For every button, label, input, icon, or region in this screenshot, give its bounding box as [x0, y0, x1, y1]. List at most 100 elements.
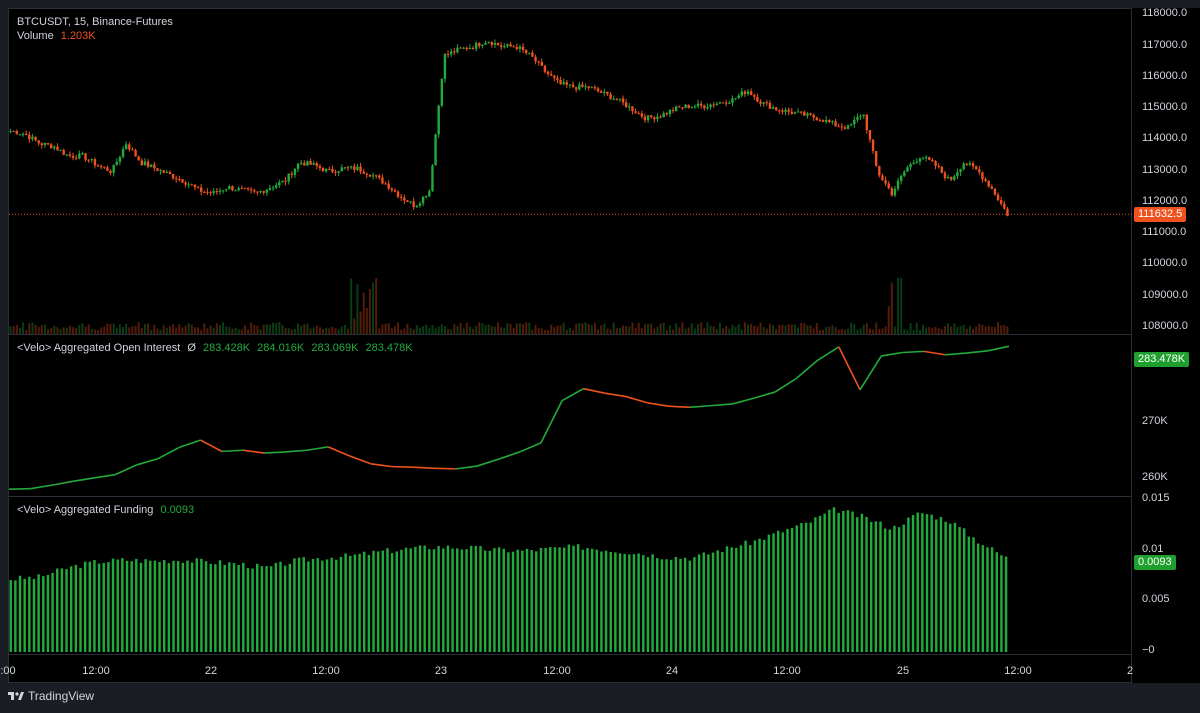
funding-bar [167, 563, 171, 652]
candle-body [428, 191, 431, 197]
funding-pane[interactable]: <Velo> Aggregated Funding 0.0093 [9, 497, 1133, 653]
candle-body [762, 102, 765, 104]
funding-bar [521, 550, 524, 652]
candle-body [346, 167, 350, 169]
oi-line-segment [774, 377, 797, 393]
candle-body [759, 101, 762, 104]
funding-chart[interactable] [9, 497, 1133, 653]
oi-value-2: 284.016K [257, 342, 305, 354]
candle-body [537, 61, 540, 63]
oi-line-segment [136, 457, 159, 466]
candle-body [221, 190, 225, 192]
chart-frame[interactable]: BTCUSDT, 15, Binance-Futures Volume 1.20… [8, 8, 1133, 683]
funding-bar [32, 578, 36, 652]
candle-body [934, 161, 937, 166]
volume-bar [806, 325, 809, 334]
funding-bar [586, 548, 589, 652]
volume-bar [618, 327, 621, 334]
funding-bar [97, 563, 101, 652]
price-chart[interactable] [9, 9, 1133, 334]
candle-body [571, 84, 575, 88]
funding-bar [511, 551, 515, 652]
volume-bar [231, 328, 234, 334]
oi-legend: <Velo> Aggregated Open Interest Ø 283.42… [17, 341, 413, 355]
candle-body [753, 95, 756, 97]
candle-body [687, 104, 690, 108]
candle-body [231, 186, 234, 191]
volume-bar [515, 323, 518, 334]
volume-bar [743, 322, 746, 334]
funding-bar [372, 550, 375, 652]
candle-body [856, 116, 859, 120]
volume-bar [903, 329, 906, 334]
funding-bar [228, 562, 231, 652]
volume-bar [528, 322, 531, 334]
volume-bar [918, 329, 921, 334]
candle-body [574, 87, 578, 90]
candle-body [178, 179, 181, 181]
price-legend: BTCUSDT, 15, Binance-Futures Volume 1.20… [17, 15, 173, 43]
volume-bar [306, 323, 309, 334]
funding-bar [693, 557, 696, 652]
open-interest-chart[interactable] [9, 335, 1133, 496]
volume-bar [953, 323, 956, 334]
candle-body [206, 191, 209, 193]
funding-bar [935, 519, 938, 652]
price-axis[interactable] [1132, 8, 1200, 683]
volume-bar [122, 326, 125, 334]
candle-body [556, 77, 559, 80]
oi-line-segment [285, 449, 307, 453]
price-pane[interactable]: BTCUSDT, 15, Binance-Futures Volume 1.20… [9, 9, 1133, 334]
volume-bar [709, 325, 712, 334]
candle-body [724, 102, 728, 104]
pane-divider[interactable] [9, 496, 1133, 497]
funding-bar [386, 548, 389, 652]
funding-bar [683, 557, 687, 652]
candle-body [671, 109, 675, 111]
candle-body [368, 174, 372, 177]
funding-bar [911, 515, 915, 652]
price-axis-tick: 116000.0 [1142, 69, 1188, 82]
candle-body [778, 110, 781, 112]
candle-body [81, 153, 84, 155]
tradingview-brand[interactable]: TradingView [28, 689, 95, 703]
candle-body [831, 121, 834, 123]
funding-bar [418, 545, 422, 652]
candle-body [424, 196, 428, 198]
tradingview-logo-icon[interactable] [8, 690, 24, 702]
volume-bar [518, 323, 521, 334]
volume-bar [756, 326, 759, 334]
candle-body [318, 165, 322, 169]
volume-bar [581, 323, 584, 334]
candle-body [487, 41, 490, 43]
candle-body [940, 166, 944, 173]
funding-bar [916, 512, 919, 652]
funding-bar [725, 546, 729, 652]
volume-bar [434, 328, 437, 334]
pane-divider[interactable] [9, 334, 1133, 335]
funding-bar [325, 559, 329, 652]
candle-body [384, 183, 387, 185]
volume-bar [203, 323, 206, 334]
candle-body [159, 170, 162, 172]
candle-body [140, 160, 144, 166]
volume-bar [668, 325, 671, 334]
funding-bar [860, 513, 864, 652]
volume-bar [168, 326, 171, 334]
candle-body [343, 167, 347, 169]
volume-bar [143, 324, 146, 334]
volume-bar [600, 325, 603, 334]
volume-bar [940, 329, 943, 334]
funding-bar [679, 558, 682, 652]
candle-body [299, 162, 303, 164]
volume-bar [87, 324, 90, 334]
candle-body [809, 113, 812, 115]
volume-bar [156, 328, 159, 334]
oi-line-segment [902, 350, 924, 354]
funding-bar [902, 524, 905, 652]
candle-body [265, 189, 269, 193]
funding-bar [125, 560, 129, 652]
funding-bar [149, 560, 152, 652]
open-interest-pane[interactable]: <Velo> Aggregated Open Interest Ø 283.42… [9, 335, 1133, 496]
candle-body [884, 180, 887, 184]
